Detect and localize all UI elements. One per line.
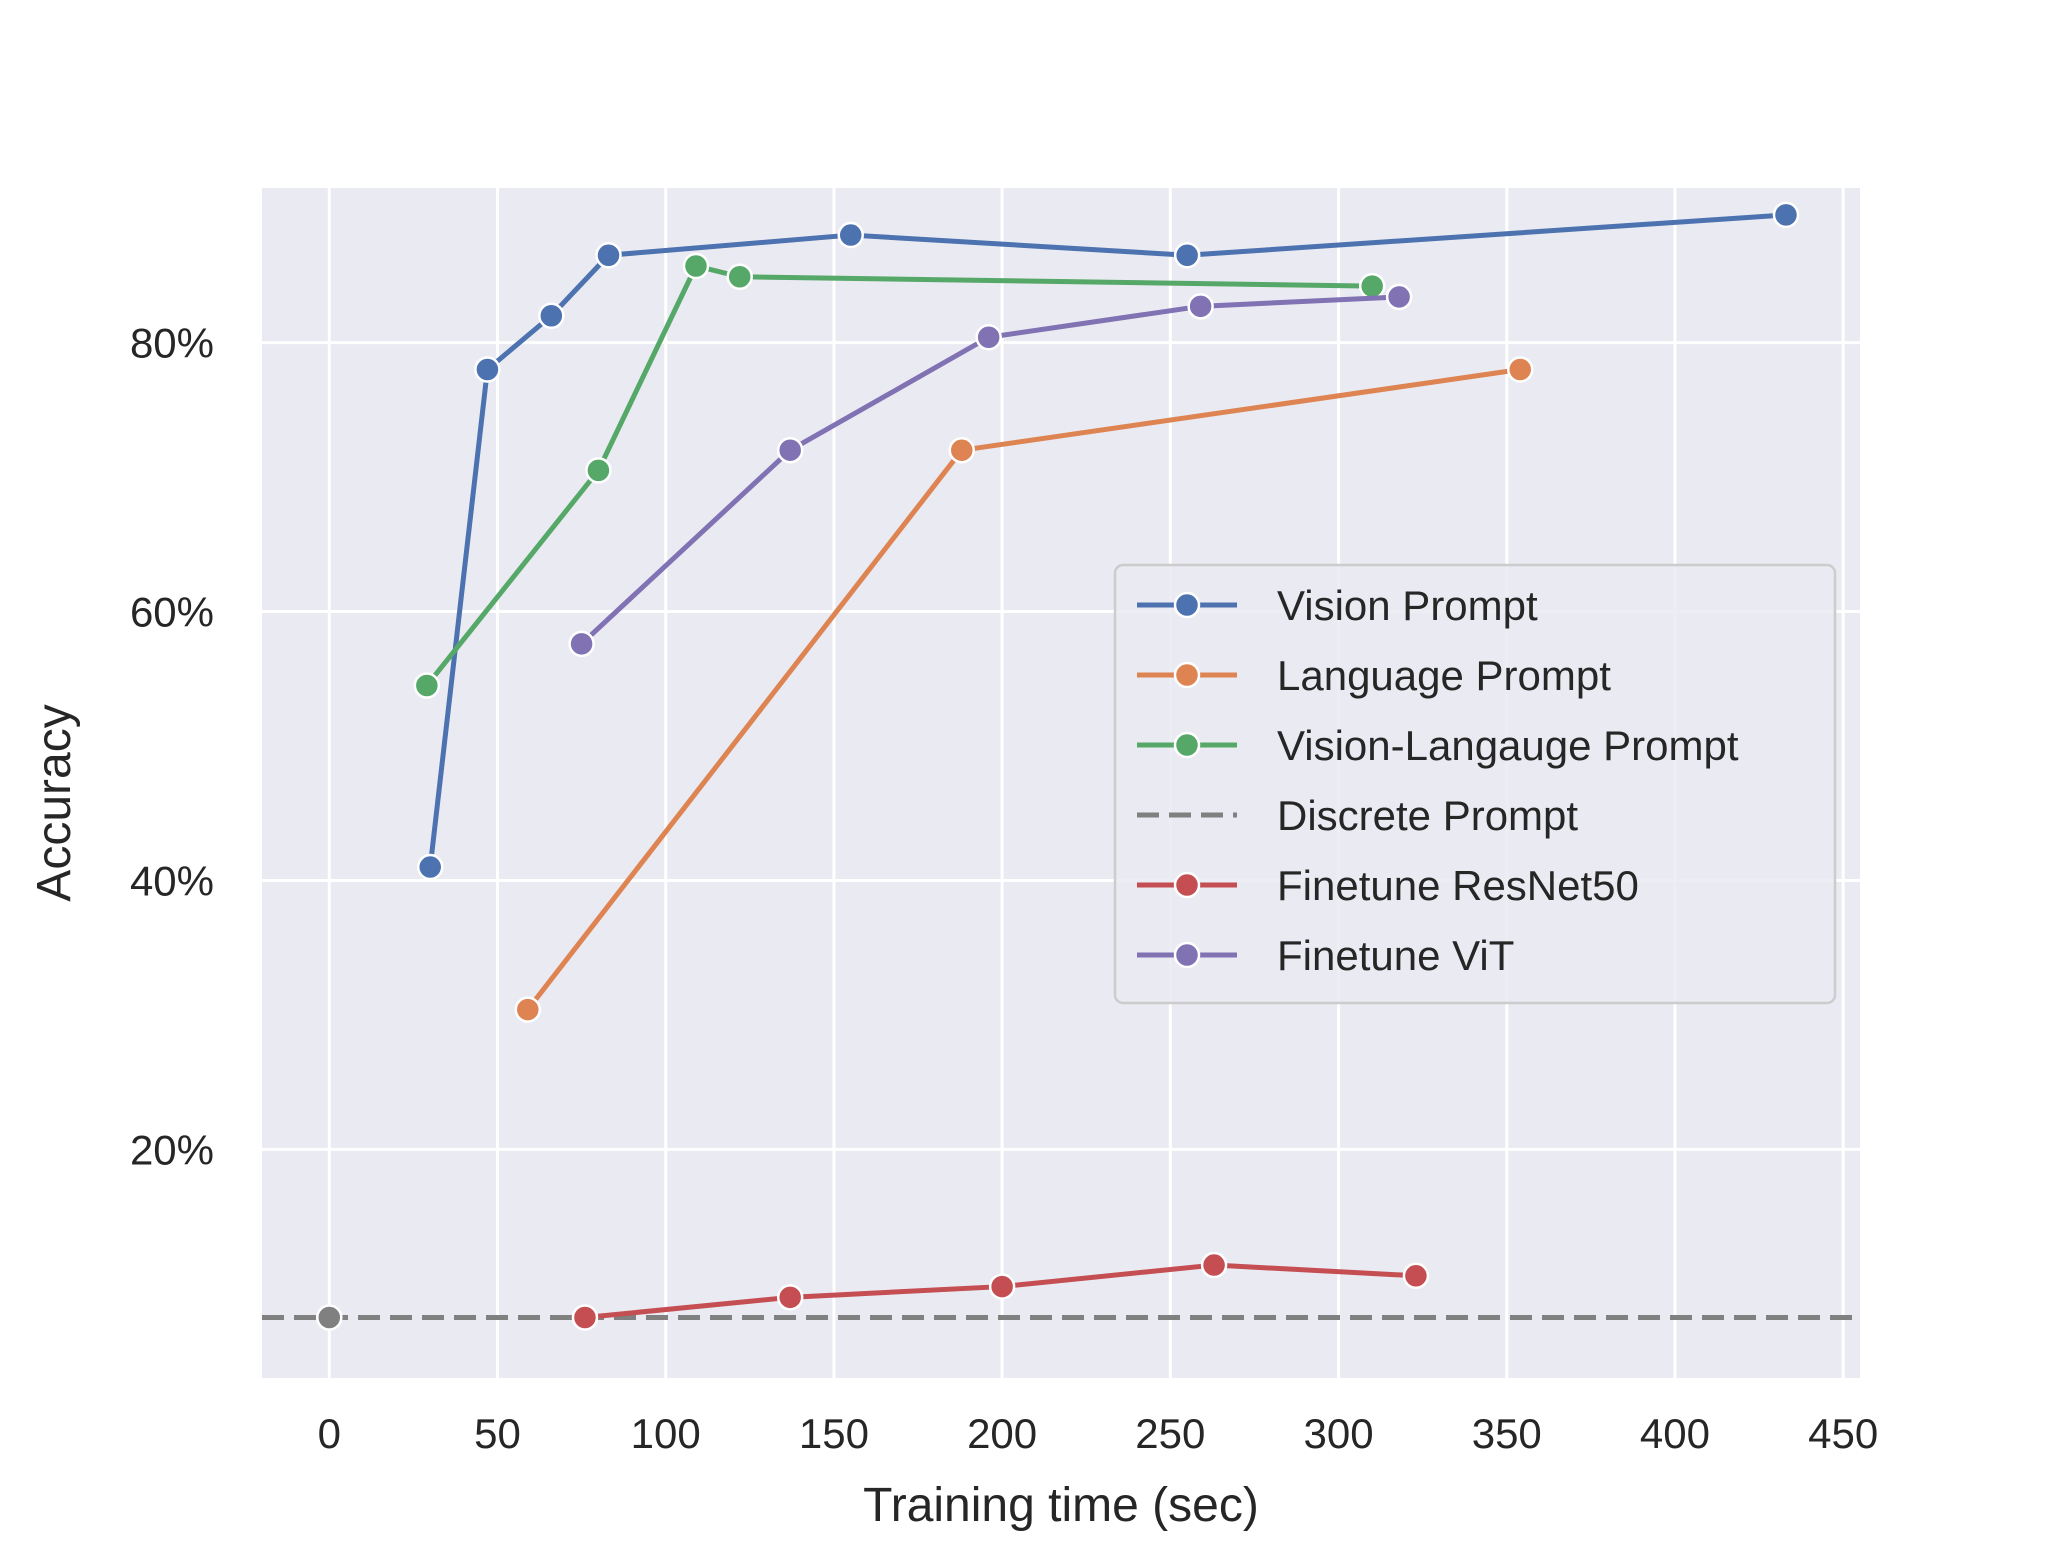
y-axis-label: Accuracy <box>28 704 81 901</box>
data-point <box>316 1304 343 1331</box>
legend-label: Language Prompt <box>1277 652 1611 699</box>
series-finetune-resnet50 <box>571 1251 1430 1331</box>
legend-item-vision-langauge-prompt: Vision-Langauge Prompt <box>1137 722 1739 769</box>
data-point <box>975 324 1002 351</box>
series-vision-prompt <box>416 201 1800 881</box>
data-point <box>948 436 976 464</box>
series-vision-langauge-prompt <box>413 252 1386 699</box>
data-point <box>726 263 753 290</box>
legend-swatch-marker <box>1173 661 1201 689</box>
data-point <box>413 672 441 699</box>
x-tick-label: 400 <box>1640 1410 1710 1457</box>
data-point <box>776 436 804 464</box>
legend-item-finetune-vit: Finetune ViT <box>1137 932 1514 979</box>
legend: Vision Prompt Language Prompt Vision-Langa… <box>1113 563 1837 1005</box>
data-point <box>595 241 622 269</box>
legend-item-finetune-resnet50: Finetune ResNet50 <box>1137 862 1639 909</box>
legend-item-language-prompt: Language Prompt <box>1137 652 1611 699</box>
legend-item-vision-prompt: Vision Prompt <box>1137 582 1538 629</box>
data-point <box>1187 293 1214 320</box>
legend-label: Discrete Prompt <box>1277 792 1578 839</box>
legend-item-discrete-prompt: Discrete Prompt <box>1137 792 1578 839</box>
data-point <box>837 221 864 249</box>
legend-label: Vision-Langauge Prompt <box>1277 722 1739 769</box>
x-tick-label: 350 <box>1472 1410 1542 1457</box>
legend-swatch-marker <box>1173 591 1201 619</box>
y-tick-label: 60% <box>130 589 214 636</box>
series-lines <box>262 201 1860 1331</box>
x-tick-label: 200 <box>967 1410 1037 1457</box>
data-point <box>1402 1262 1430 1290</box>
legend-label: Finetune ResNet50 <box>1277 862 1639 909</box>
data-point <box>1173 241 1201 269</box>
data-point <box>416 853 444 881</box>
data-point <box>1772 201 1800 229</box>
data-point <box>571 1304 599 1331</box>
x-tick-label: 100 <box>631 1410 701 1457</box>
data-point <box>1358 272 1386 300</box>
legend-swatch-marker <box>1173 871 1201 899</box>
data-point <box>585 457 612 484</box>
y-tick-label: 80% <box>130 320 214 367</box>
data-point <box>1506 356 1534 383</box>
legend-swatch-marker <box>1173 731 1201 759</box>
tick-labels: 0 50 100 150 200 250 300 350 400 450 20% 40% 60% 80% <box>130 320 1878 1457</box>
legend-box <box>1113 563 1837 1005</box>
grid-lines <box>262 188 1860 1378</box>
legend-label: Finetune ViT <box>1277 932 1514 979</box>
data-point <box>474 356 501 383</box>
x-tick-label: 300 <box>1304 1410 1374 1457</box>
data-point <box>776 1284 804 1311</box>
x-tick-label: 450 <box>1808 1410 1878 1457</box>
data-point <box>1200 1251 1228 1279</box>
series-finetune-vit <box>568 283 1413 658</box>
x-tick-label: 0 <box>318 1410 341 1457</box>
data-point <box>988 1273 1016 1300</box>
y-tick-label: 20% <box>130 1126 214 1173</box>
data-point <box>568 630 595 658</box>
data-point <box>514 996 542 1023</box>
y-tick-label: 40% <box>130 857 214 904</box>
data-point <box>538 302 565 329</box>
series-language-prompt <box>514 356 1534 1023</box>
x-axis-label: Training time (sec) <box>863 1479 1259 1532</box>
legend-label: Vision Prompt <box>1277 582 1538 629</box>
x-tick-label: 50 <box>474 1410 521 1457</box>
x-tick-label: 150 <box>799 1410 869 1457</box>
data-point <box>682 252 710 280</box>
data-point <box>1385 283 1413 311</box>
x-tick-label: 250 <box>1135 1410 1205 1457</box>
legend-swatch-marker <box>1173 941 1201 969</box>
